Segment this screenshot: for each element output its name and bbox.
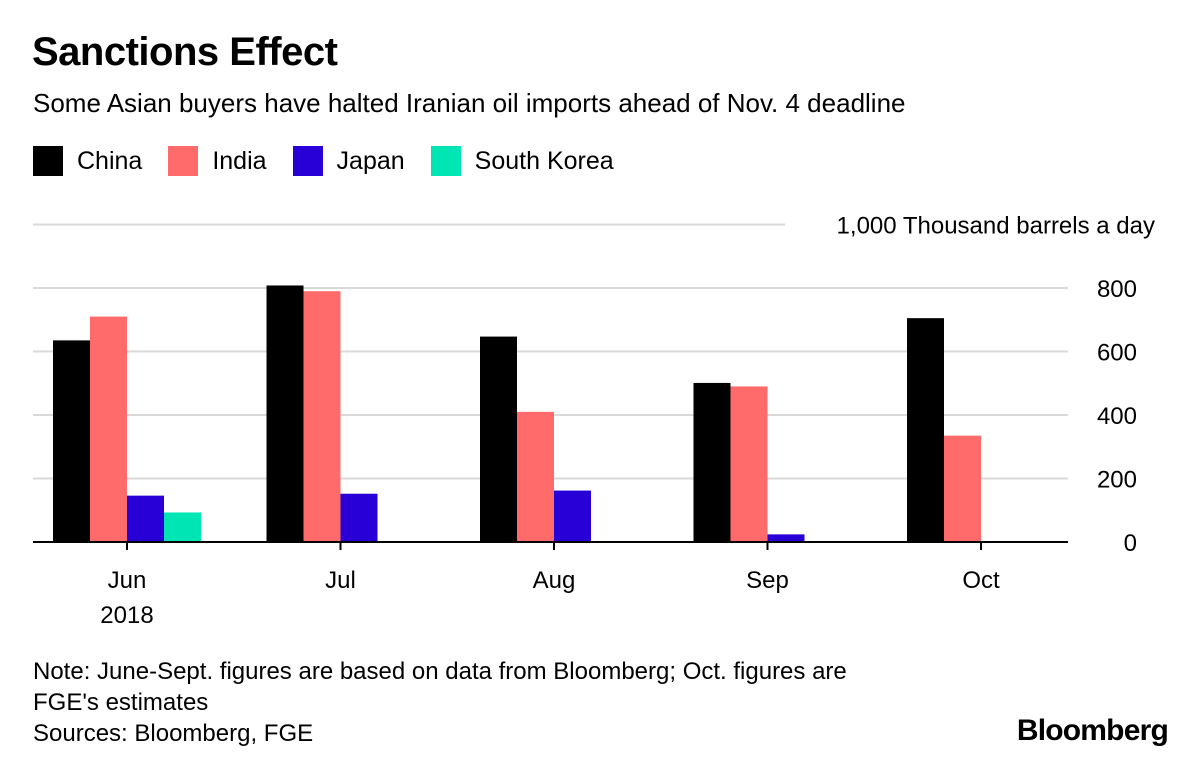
bar-india-jun [90,316,127,542]
bloomberg-logo: Bloomberg [1016,714,1169,747]
y-tick-label-400: 400 [1097,403,1137,430]
bar-chart: 0 200 400 600 800 1,000 Thousand barrels a da… [33,213,1155,629]
bar-india-aug [517,411,554,542]
y-tick-label-200: 200 [1097,467,1137,494]
bar-india-jul [303,291,341,542]
legend-swatch-india [168,146,199,176]
x-tick-sublabel-jun: 2018 [100,602,153,629]
sources-line: Sources: Bloomberg, FGE [33,720,314,747]
y-top-tick-label: 1,000 Thousand barrels a day [837,213,1155,240]
chart-subtitle: Some Asian buyers have halted Iranian oi… [33,88,906,118]
chart-title: Sanctions Effect [32,30,338,74]
legend-item-china: China [33,146,142,176]
legend-item-south-korea: South Korea [430,146,614,176]
legend-label-south-korea: South Korea [474,146,614,175]
x-tick-label-jul: Jul [325,567,356,594]
bar-india-oct [944,435,981,542]
y-tick-label-0: 0 [1124,530,1137,557]
x-tick-label-oct: Oct [962,567,1000,594]
x-tick-label-jun: Jun [108,567,147,594]
bar-china-jun [53,340,90,542]
x-tick-label-sep: Sep [746,567,789,594]
legend-item-japan: Japan [292,146,405,176]
bar-japan-jun [127,495,164,542]
legend-label-china: China [77,146,143,175]
legend-swatch-china [33,146,63,176]
bar-japan-sep [767,534,805,542]
bar-china-jul [266,285,304,542]
bar-japan-jul [340,493,378,542]
legend-label-india: India [212,146,267,175]
legend-swatch-japan [292,146,323,176]
y-tick-label-800: 800 [1097,276,1137,303]
bar-china-sep [693,382,731,542]
bar-china-oct [907,318,944,542]
bar-japan-aug [554,490,591,542]
x-tick-label-aug: Aug [533,567,576,594]
bar-india-sep [730,386,768,542]
legend: China India Japan South Korea [33,146,640,176]
bar-south-korea-jun [164,512,201,542]
bar-china-aug [480,336,517,542]
y-tick-label-600: 600 [1097,340,1137,367]
legend-swatch-south-korea [430,146,461,176]
legend-item-india: India [168,146,267,176]
note-line-2: FGE's estimates [33,689,209,716]
note-line-1: Note: June-Sept. figures are based on da… [33,658,847,685]
chart-note: Note: June-Sept. figures are based on da… [33,656,993,749]
legend-label-japan: Japan [336,146,405,175]
